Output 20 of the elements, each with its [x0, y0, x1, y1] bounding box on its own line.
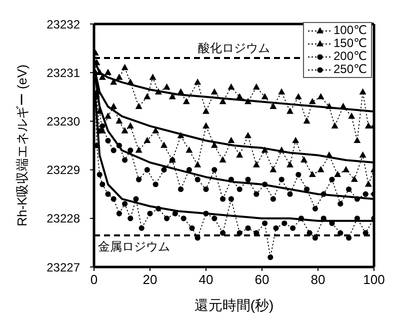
y-tick-label: 23228: [46, 212, 80, 226]
legend-label: 250℃: [334, 62, 367, 76]
y-tick-label: 23232: [46, 17, 80, 32]
y-tick-label: 23227: [46, 260, 80, 274]
y-tick-label: 23229: [46, 163, 80, 178]
ref-line-label: 金属ロジウム: [98, 239, 170, 254]
ref-line-label: 酸化ロジウム: [198, 41, 270, 56]
legend-label: 150℃: [334, 36, 367, 50]
x-tick-label: 0: [90, 272, 98, 288]
y-tick-label: 23230: [46, 114, 80, 128]
x-tick-label: 80: [310, 272, 326, 288]
x-tick-label: 20: [142, 272, 158, 288]
legend-label: 200℃: [334, 49, 367, 63]
x-tick-label: 60: [254, 272, 270, 288]
x-axis-title: 還元時間(秒): [194, 297, 274, 313]
y-tick-label: 23231: [46, 66, 80, 80]
y-axis-title: Rh-K吸収端エネルギー (eV): [14, 64, 30, 226]
x-tick-label: 40: [198, 272, 214, 288]
x-tick-label: 100: [363, 272, 385, 288]
legend-label: 100℃: [334, 23, 367, 37]
